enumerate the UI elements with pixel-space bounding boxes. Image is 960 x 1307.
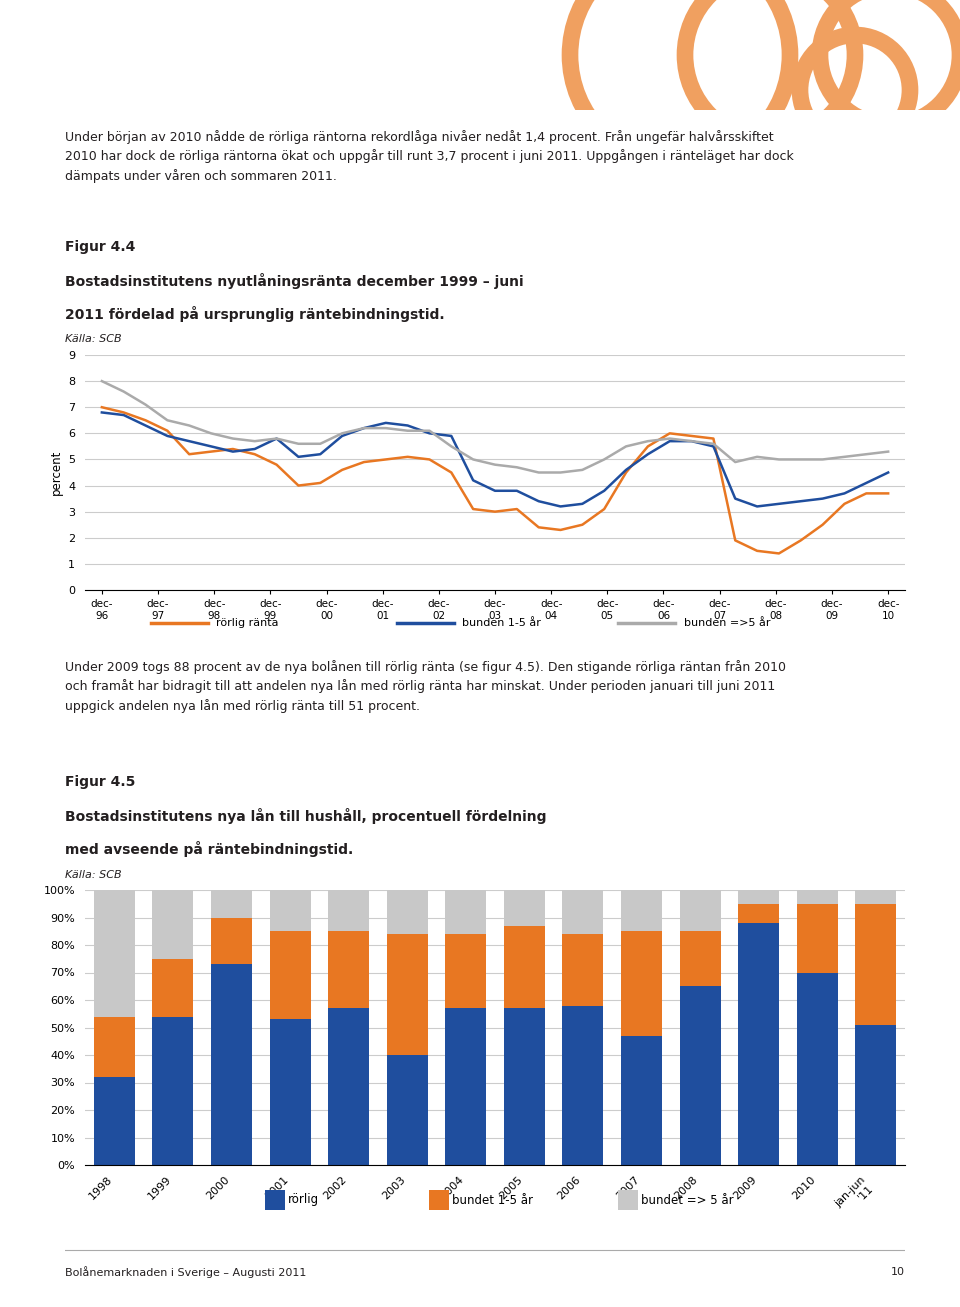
Text: bunden 1-5 år: bunden 1-5 år xyxy=(462,617,541,627)
Bar xyxy=(211,965,252,1165)
Bar xyxy=(563,1005,603,1165)
Bar xyxy=(504,1008,544,1165)
Bar xyxy=(504,890,544,925)
Bar xyxy=(153,890,193,959)
Text: Bostadsinstitutens nyutlåningsränta december 1999 – juni: Bostadsinstitutens nyutlåningsränta dece… xyxy=(65,273,523,289)
Bar xyxy=(738,923,780,1165)
Bar xyxy=(270,1019,310,1165)
Bar xyxy=(328,932,369,1008)
Bar xyxy=(738,903,780,923)
Bar xyxy=(680,932,721,987)
Bar xyxy=(328,890,369,932)
Bar xyxy=(94,1077,134,1165)
Text: 2011 fördelad på ursprunglig räntebindningstid.: 2011 fördelad på ursprunglig räntebindni… xyxy=(65,306,444,322)
Bar xyxy=(270,890,310,932)
Bar xyxy=(855,903,897,1025)
Bar xyxy=(563,935,603,1005)
Text: Bolånemarknaden i Sverige – Augusti 2011: Bolånemarknaden i Sverige – Augusti 2011 xyxy=(65,1266,306,1278)
Bar xyxy=(445,935,486,1008)
Text: rörlig ränta: rörlig ränta xyxy=(216,617,278,627)
Bar xyxy=(211,918,252,965)
Text: Källa: SCB: Källa: SCB xyxy=(65,869,122,880)
Bar xyxy=(445,890,486,935)
FancyBboxPatch shape xyxy=(429,1189,449,1210)
Bar xyxy=(563,890,603,935)
Bar xyxy=(387,1055,427,1165)
Bar xyxy=(797,903,838,972)
FancyBboxPatch shape xyxy=(618,1189,637,1210)
Y-axis label: percent: percent xyxy=(50,450,62,495)
Bar xyxy=(738,890,780,903)
Bar xyxy=(94,1017,134,1077)
Text: bundet 1-5 år: bundet 1-5 år xyxy=(452,1193,534,1206)
Bar xyxy=(797,972,838,1165)
Bar xyxy=(153,959,193,1017)
Text: Figur 4.4: Figur 4.4 xyxy=(65,240,135,254)
Bar xyxy=(855,1025,897,1165)
Bar xyxy=(680,890,721,932)
Text: Under 2009 togs 88 procent av de nya bolånen till rörlig ränta (se figur 4.5). D: Under 2009 togs 88 procent av de nya bol… xyxy=(65,660,786,712)
Text: bunden =>5 år: bunden =>5 år xyxy=(684,617,770,627)
Text: Under början av 2010 nådde de rörliga räntorna rekordlåga nivåer nedåt 1,4 proce: Under början av 2010 nådde de rörliga rä… xyxy=(65,129,794,183)
Bar xyxy=(94,890,134,1017)
Text: Figur 4.5: Figur 4.5 xyxy=(65,775,135,789)
Text: 10: 10 xyxy=(891,1266,905,1277)
Bar xyxy=(387,890,427,935)
Text: med avseende på räntebindningstid.: med avseende på räntebindningstid. xyxy=(65,840,353,857)
Text: Källa: SCB: Källa: SCB xyxy=(65,335,122,345)
Text: bundet => 5 år: bundet => 5 år xyxy=(641,1193,733,1206)
Bar xyxy=(680,987,721,1165)
Bar xyxy=(211,890,252,918)
Bar xyxy=(621,932,662,1035)
Bar xyxy=(153,1017,193,1165)
Bar xyxy=(270,932,310,1019)
FancyBboxPatch shape xyxy=(265,1189,285,1210)
Bar xyxy=(621,1035,662,1165)
Bar xyxy=(855,890,897,903)
Bar xyxy=(328,1008,369,1165)
Bar xyxy=(387,935,427,1055)
Bar xyxy=(621,890,662,932)
Text: rörlig: rörlig xyxy=(288,1193,320,1206)
Text: Bostadsinstitutens nya lån till hushåll, procentuell fördelning: Bostadsinstitutens nya lån till hushåll,… xyxy=(65,808,546,823)
Bar xyxy=(797,890,838,903)
Bar xyxy=(445,1008,486,1165)
Bar xyxy=(504,925,544,1008)
